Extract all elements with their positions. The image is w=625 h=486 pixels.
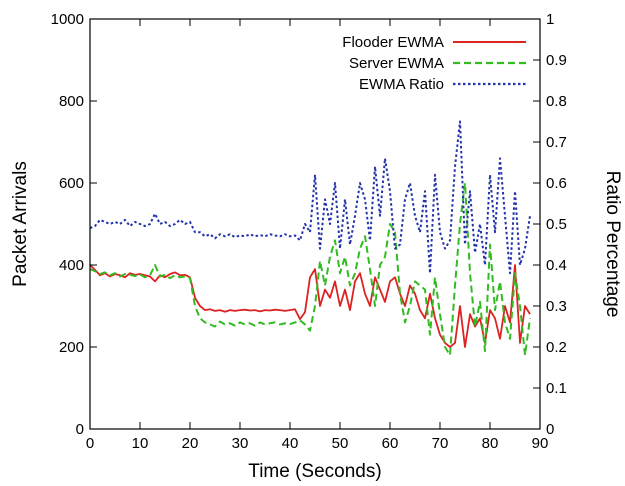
y2-tick-label: 0.5	[546, 216, 567, 233]
y-tick-label: 800	[59, 93, 84, 110]
x-tick-label: 90	[532, 435, 549, 452]
y-tick-label: 600	[59, 175, 84, 192]
series-line-server-ewma	[90, 182, 531, 357]
y2-tick-label: 0.6	[546, 175, 567, 192]
y2-tick-label: 0.9	[546, 52, 567, 69]
legend-label: EWMA Ratio	[359, 76, 444, 93]
y2-tick-label: 0.2	[546, 339, 567, 356]
y-tick-label: 200	[59, 339, 84, 356]
x-axis-title: Time (Seconds)	[248, 461, 381, 482]
y2-tick-label: 0.3	[546, 298, 567, 315]
y-axis-title: Packet Arrivals	[10, 161, 31, 287]
y2-tick-label: 0.7	[546, 134, 567, 151]
x-tick-label: 20	[182, 435, 199, 452]
y2-axis-title: Ratio Percentage	[602, 171, 623, 318]
x-tick-label: 0	[86, 435, 94, 452]
x-tick-label: 70	[432, 435, 449, 452]
x-tick-label: 30	[232, 435, 249, 452]
y2-tick-label: 0	[546, 421, 554, 438]
series-line-ewma-ratio	[90, 120, 531, 275]
y-tick-label: 0	[76, 421, 84, 438]
y2-tick-label: 0.4	[546, 257, 567, 274]
y2-tick-label: 0.1	[546, 380, 567, 397]
y2-tick-label: 1	[546, 11, 554, 28]
x-tick-label: 40	[282, 435, 299, 452]
series-line-flooder-ewma	[90, 264, 531, 348]
legend-label: Flooder EWMA	[342, 34, 444, 51]
legend: Flooder EWMA Server EWMA EWMA Ratio	[342, 34, 526, 93]
y2-tick-label: 0.8	[546, 93, 567, 110]
x-tick-label: 10	[132, 435, 149, 452]
y-tick-label: 1000	[51, 11, 84, 28]
x-tick-label: 50	[332, 435, 349, 452]
legend-label: Server EWMA	[349, 55, 444, 72]
x-tick-label: 60	[382, 435, 399, 452]
y-tick-label: 400	[59, 257, 84, 274]
x-tick-label: 80	[482, 435, 499, 452]
